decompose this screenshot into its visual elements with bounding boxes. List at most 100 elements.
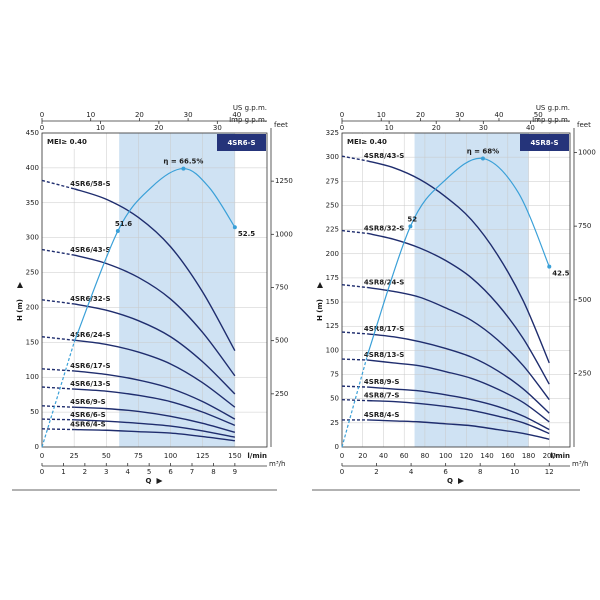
curve-dashed-start — [41, 179, 75, 190]
title-badge — [217, 134, 266, 151]
y-tick-label: 50 — [30, 408, 39, 416]
y-tick-label: 100 — [26, 373, 39, 381]
efficiency-point — [547, 264, 552, 269]
top-tick-label: 40 — [232, 111, 241, 119]
curve-label: 4SR8/7-S — [364, 392, 400, 400]
top-tick-label: 30 — [455, 111, 464, 119]
y2-tick-label: 500 — [275, 337, 288, 345]
efficiency-label: η = 66.5% — [163, 158, 203, 166]
y-tick-label: 300 — [326, 153, 339, 161]
x2-tick-label: 8 — [478, 468, 482, 476]
curve-dashed-start — [341, 283, 368, 289]
y-tick-label: 275 — [326, 177, 339, 185]
chart-title: 4SR8-S — [530, 139, 558, 147]
pump-curve — [74, 303, 236, 395]
pump-curve — [367, 419, 550, 440]
x-axis-label: Q — [447, 477, 453, 485]
top-tick-label: 0 — [340, 124, 344, 132]
efficiency-point — [480, 156, 485, 161]
pump-curve — [73, 188, 236, 352]
y-tick-label: 75 — [330, 371, 339, 379]
pump-curve — [74, 428, 235, 442]
x-tick-label: 50 — [102, 452, 111, 460]
x-tick-label: 0 — [340, 452, 344, 460]
x2-tick-label: 3 — [104, 468, 108, 476]
arrow — [458, 478, 464, 484]
pump-curve — [74, 339, 236, 408]
efficiency-point — [232, 225, 237, 230]
x-tick-label: 0 — [40, 452, 44, 460]
y-tick-label: 50 — [330, 395, 339, 403]
arrow — [17, 282, 23, 288]
efficiency-label: 52 — [407, 215, 417, 223]
y2-axis-label: feet — [274, 121, 288, 129]
pump-curve — [74, 370, 236, 420]
x2-tick-label: 6 — [443, 468, 448, 476]
top-tick-label: 20 — [432, 124, 441, 132]
curve-label: 4SR6/17-S — [70, 362, 110, 370]
y2-tick-label: 1000 — [275, 230, 293, 238]
y2-tick-label: 250 — [578, 369, 591, 377]
x-tick-label: 100 — [164, 452, 177, 460]
efficiency-point — [408, 224, 413, 229]
x2-tick-label: 4 — [125, 468, 130, 476]
y2-tick-label: 1000 — [578, 149, 596, 157]
y-tick-label: 400 — [26, 164, 39, 172]
efficiency-point — [181, 166, 186, 171]
arrow — [317, 282, 323, 288]
x2-tick-label: 9 — [233, 468, 237, 476]
pump-curve — [367, 399, 550, 435]
curve-dashed-start — [41, 248, 75, 256]
y2-tick-label: 750 — [275, 283, 288, 291]
x2-tick-label: 2 — [374, 468, 378, 476]
pump-curve — [74, 406, 236, 434]
x-tick-label: 25 — [70, 452, 79, 460]
x-tick-label: 200 — [543, 452, 556, 460]
x-axis-label: Q — [146, 477, 152, 485]
y-tick-label: 200 — [26, 303, 39, 311]
x2-tick-label: 7 — [190, 468, 194, 476]
top-tick-label: 10 — [96, 124, 105, 132]
top-tick-label: 0 — [40, 111, 44, 119]
mei-box — [43, 134, 95, 149]
curve-dashed-start — [41, 428, 75, 431]
y-tick-label: 150 — [26, 338, 39, 346]
x2-unit: m³/h — [572, 460, 588, 468]
x-tick-label: 125 — [196, 452, 209, 460]
top-tick-label: 30 — [213, 124, 222, 132]
curve-label: 4SR6/6-S — [70, 411, 106, 419]
x-tick-label: 120 — [460, 452, 473, 460]
curve-dashed-start — [341, 398, 368, 402]
curve-label: 4SR8/17-S — [364, 325, 404, 333]
y-tick-label: 250 — [326, 201, 339, 209]
y-tick-label: 325 — [326, 129, 339, 137]
top-axis-label: US g.p.m. — [233, 104, 267, 112]
x2-tick-label: 4 — [409, 468, 414, 476]
top-tick-label: 10 — [86, 111, 95, 119]
curve-label: 4SR8/43-S — [364, 152, 404, 160]
arrow — [156, 478, 163, 484]
y2-tick-label: 1250 — [275, 177, 293, 185]
plot-frame — [341, 132, 571, 448]
curve-dashed-start — [41, 299, 75, 305]
curve-label: 4SR8/13-S — [364, 351, 404, 359]
title-badge — [520, 134, 569, 151]
top-tick-label: 20 — [154, 124, 163, 132]
curve-label: 4SR6/24-S — [70, 331, 110, 339]
curve-label: 4SR8/4-S — [364, 411, 400, 419]
curve-label: 4SR6/58-S — [70, 180, 110, 188]
efficiency-label: 51.6 — [115, 220, 132, 228]
x-tick-label: 140 — [480, 452, 493, 460]
x-tick-label: 20 — [358, 452, 367, 460]
y-tick-label: 250 — [26, 269, 39, 277]
top-axis-label: US g.p.m. — [536, 104, 570, 112]
x2-tick-label: 0 — [40, 468, 44, 476]
pump-curve — [367, 359, 550, 423]
curve-dashed-start — [341, 229, 368, 235]
curve-label: 4SR6/4-S — [70, 421, 106, 429]
top-tick-label: 0 — [40, 124, 44, 132]
x-unit: l/min — [247, 452, 267, 460]
pump-curve — [367, 232, 550, 385]
chart-subtitle: MEI≥ 0.40 — [47, 138, 87, 146]
